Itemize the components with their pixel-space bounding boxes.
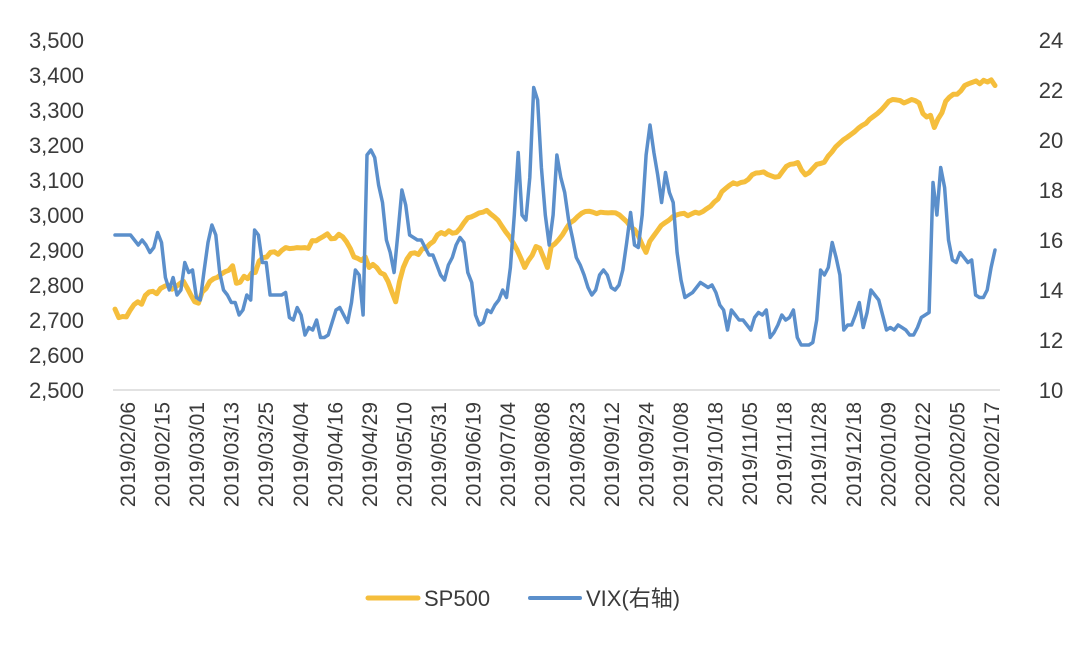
legend: SP500 VIX(右轴)	[365, 586, 680, 611]
x-axis-tick-label: 2019/02/06	[117, 402, 140, 507]
x-axis-tick-label: 2019/10/08	[670, 402, 693, 507]
left-axis-tick: 2,600	[29, 343, 84, 368]
x-axis-tick-label: 2019/10/18	[705, 402, 728, 507]
left-axis-tick: 3,500	[29, 28, 84, 53]
x-axis-tick-label: 2019/11/05	[739, 402, 762, 506]
right-axis-tick: 10	[1039, 378, 1063, 403]
right-axis-tick: 12	[1039, 328, 1063, 353]
x-axis-tick-label: 2019/04/29	[359, 402, 382, 507]
legend-sp500-label: SP500	[424, 586, 490, 611]
x-axis-tick-label: 2019/05/31	[428, 402, 451, 507]
x-axis-tick-label: 2020/02/05	[946, 402, 969, 507]
left-axis-tick: 3,400	[29, 63, 84, 88]
right-axis-tick: 24	[1039, 28, 1063, 53]
legend-vix-label: VIX(右轴)	[586, 586, 680, 611]
x-axis-tick-label: 2019/12/18	[843, 402, 866, 507]
x-axis-tick-label: 2020/01/09	[877, 402, 900, 507]
x-axis-tick-label: 2019/03/01	[186, 402, 209, 507]
x-axis-tick-label: 2019/03/13	[221, 402, 244, 507]
left-axis-tick: 2,800	[29, 273, 84, 298]
left-axis-tick: 3,100	[29, 168, 84, 193]
x-axis-tick-label: 2020/01/22	[912, 402, 935, 507]
left-axis-tick: 2,500	[29, 378, 84, 403]
right-axis-tick: 14	[1039, 278, 1063, 303]
x-axis-tick-label: 2019/11/18	[774, 402, 797, 506]
left-axis-tick: 2,700	[29, 308, 84, 333]
right-axis-tick: 20	[1039, 128, 1063, 153]
right-axis-tick: 18	[1039, 178, 1063, 203]
x-axis-tick-label: 2019/09/12	[601, 402, 624, 507]
x-axis-tick-label: 2019/11/28	[808, 402, 831, 506]
x-axis-tick-label: 2019/07/04	[497, 402, 520, 507]
left-axis-tick: 3,200	[29, 133, 84, 158]
x-axis-tick-label: 2019/08/08	[532, 402, 555, 507]
right-axis-tick: 16	[1039, 228, 1063, 253]
left-axis-tick: 2,900	[29, 238, 84, 263]
right-axis-tick: 22	[1039, 78, 1063, 103]
left-axis-tick: 3,300	[29, 98, 84, 123]
x-axis-tick-label: 2019/03/25	[255, 402, 278, 507]
x-axis-tick-label: 2019/08/23	[566, 402, 589, 507]
x-axis-tick-label: 2019/06/19	[463, 402, 486, 507]
x-axis-tick-label: 2020/02/17	[981, 402, 1004, 507]
vix-series-line	[113, 85, 997, 347]
x-axis-tick-label: 2019/02/15	[152, 402, 175, 507]
series-layer	[112, 77, 998, 347]
axes: 2,500 2,600 2,700 2,800 2,900 3,000 3,100 3,200…	[29, 28, 1063, 507]
x-axis-tick-label: 2019/09/24	[635, 402, 658, 507]
left-axis-tick: 3,000	[29, 203, 84, 228]
x-axis-tick-label: 2019/05/10	[393, 402, 416, 507]
x-axis-tick-label: 2019/04/16	[324, 402, 347, 507]
x-axis-tick-label: 2019/04/04	[290, 402, 313, 507]
